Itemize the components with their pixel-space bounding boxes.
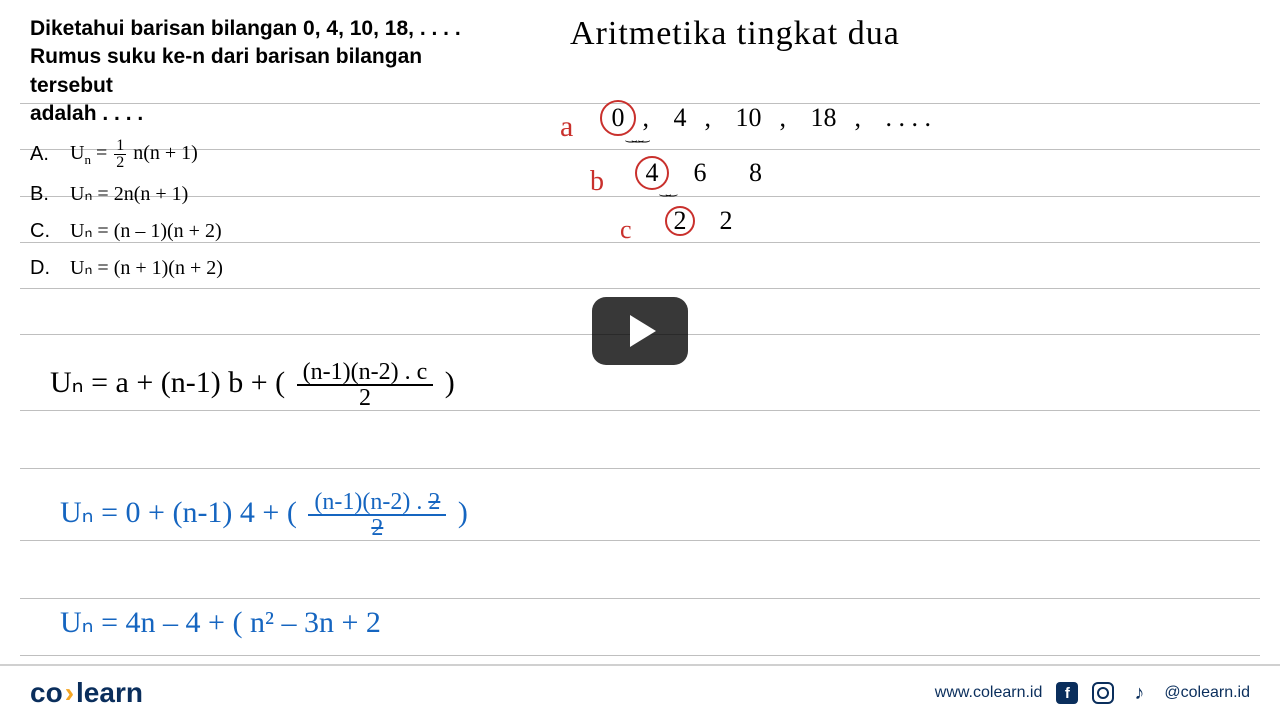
circled-0: 0 bbox=[600, 100, 636, 136]
footer-right: www.colearn.id f ♪ @colearn.id bbox=[935, 682, 1250, 704]
circled-4: 4 bbox=[635, 156, 669, 190]
label-c: c bbox=[620, 215, 632, 245]
tiktok-icon[interactable]: ♪ bbox=[1128, 682, 1150, 704]
option-d-formula: Uₙ = (n + 1)(n + 2) bbox=[70, 255, 223, 282]
formula-expanded: Uₙ = 4n – 4 + ( n² – 3n + 2 bbox=[60, 605, 381, 640]
sequence-row-3: 2 2 bbox=[665, 206, 751, 236]
option-b-letter: B. bbox=[30, 181, 70, 208]
question-line-1: Diketahui barisan bilangan 0, 4, 10, 18,… bbox=[30, 15, 510, 43]
option-d-letter: D. bbox=[30, 255, 70, 282]
arcs-row-1: ⌣ ⌣ ⌣ bbox=[624, 133, 645, 149]
question-block: Diketahui barisan bilangan 0, 4, 10, 18,… bbox=[30, 15, 510, 292]
options-list: A. Un = 12 n(n + 1) B. Uₙ = 2n(n + 1) C.… bbox=[30, 138, 510, 282]
colearn-logo: co›learn bbox=[30, 677, 143, 709]
option-d: D. Uₙ = (n + 1)(n + 2) bbox=[30, 255, 510, 282]
sequence-row-1: 0 , 4, 10, 18, . . . . bbox=[600, 100, 949, 136]
facebook-icon[interactable]: f bbox=[1056, 682, 1078, 704]
label-b: b bbox=[590, 166, 604, 198]
footer-handle[interactable]: @colearn.id bbox=[1164, 684, 1250, 702]
option-a-letter: A. bbox=[30, 141, 70, 168]
question-line-3: adalah . . . . bbox=[30, 100, 510, 128]
option-b: B. Uₙ = 2n(n + 1) bbox=[30, 181, 510, 208]
option-c-letter: C. bbox=[30, 218, 70, 245]
option-c-formula: Uₙ = (n – 1)(n + 2) bbox=[70, 218, 222, 245]
option-b-formula: Uₙ = 2n(n + 1) bbox=[70, 181, 188, 208]
label-a: a bbox=[560, 110, 573, 144]
circled-2: 2 bbox=[665, 206, 695, 236]
instagram-icon[interactable] bbox=[1092, 682, 1114, 704]
option-a-formula: Un = 12 n(n + 1) bbox=[70, 138, 198, 171]
handwritten-title: Aritmetika tingkat dua bbox=[570, 15, 900, 53]
option-a: A. Un = 12 n(n + 1) bbox=[30, 138, 510, 171]
arcs-row-2: ⌣ ⌣ bbox=[658, 187, 673, 203]
question-line-2: Rumus suku ke-n dari barisan bilangan te… bbox=[30, 43, 510, 100]
sequence-row-2: 4 6 8 bbox=[635, 156, 780, 190]
footer-url[interactable]: www.colearn.id bbox=[935, 684, 1043, 702]
play-button-icon[interactable] bbox=[592, 297, 688, 365]
option-c: C. Uₙ = (n – 1)(n + 2) bbox=[30, 218, 510, 245]
formula-substituted: Uₙ = 0 + (n-1) 4 + ( (n-1)(n-2) . 2 2 ) bbox=[60, 490, 468, 540]
formula-general: Uₙ = a + (n-1) b + ( (n-1)(n-2) . c 2 ) bbox=[50, 360, 455, 410]
footer-bar: co›learn www.colearn.id f ♪ @colearn.id bbox=[0, 664, 1280, 720]
